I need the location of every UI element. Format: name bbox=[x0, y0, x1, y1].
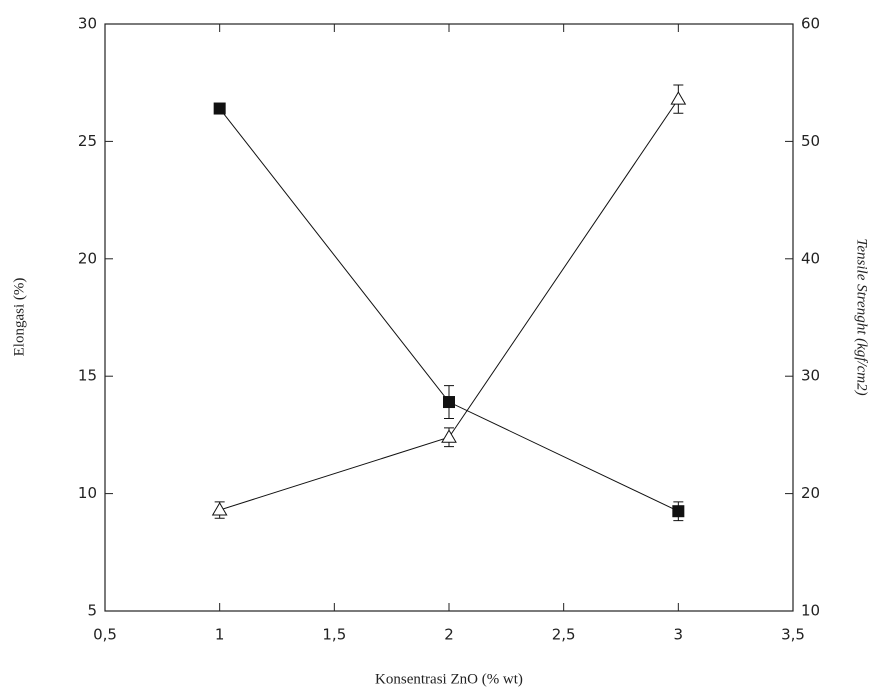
y-tick-label: 5 bbox=[87, 602, 97, 620]
x-tick-label: 2,5 bbox=[552, 626, 576, 644]
y2-tick-label: 20 bbox=[801, 484, 820, 502]
series-line bbox=[219, 98, 679, 511]
x-tick-label: 3,5 bbox=[781, 626, 805, 644]
x-axis-label: Konsentrasi ZnO (% wt) bbox=[375, 671, 523, 687]
y-tick-label: 25 bbox=[78, 132, 97, 150]
y2-axis-label: Tensile Strenght (kgf/cm2) bbox=[854, 238, 870, 395]
marker bbox=[211, 502, 228, 516]
y-axis-label: Elongasi (%) bbox=[11, 278, 27, 357]
y2-tick-label: 30 bbox=[801, 367, 820, 385]
x-tick-label: 0,5 bbox=[93, 626, 117, 644]
marker bbox=[213, 102, 226, 115]
marker bbox=[670, 91, 687, 105]
x-tick-label: 3 bbox=[674, 626, 684, 644]
y-tick-label: 20 bbox=[78, 249, 97, 267]
marker bbox=[443, 396, 455, 409]
y2-tick-label: 60 bbox=[801, 15, 820, 33]
x-tick-label: 1,5 bbox=[322, 626, 346, 644]
y-tick-label: 30 bbox=[78, 15, 97, 33]
series-line bbox=[219, 108, 679, 512]
plot-frame bbox=[104, 23, 794, 612]
y-tick-label: 10 bbox=[78, 484, 97, 502]
y-tick-label: 15 bbox=[78, 367, 97, 385]
y2-tick-label: 40 bbox=[801, 249, 820, 267]
marker bbox=[672, 505, 685, 518]
y2-tick-label: 10 bbox=[801, 602, 820, 620]
x-tick-label: 1 bbox=[215, 626, 225, 644]
y2-tick-label: 50 bbox=[801, 132, 820, 150]
marker bbox=[441, 429, 457, 443]
x-tick-label: 2 bbox=[444, 626, 454, 644]
